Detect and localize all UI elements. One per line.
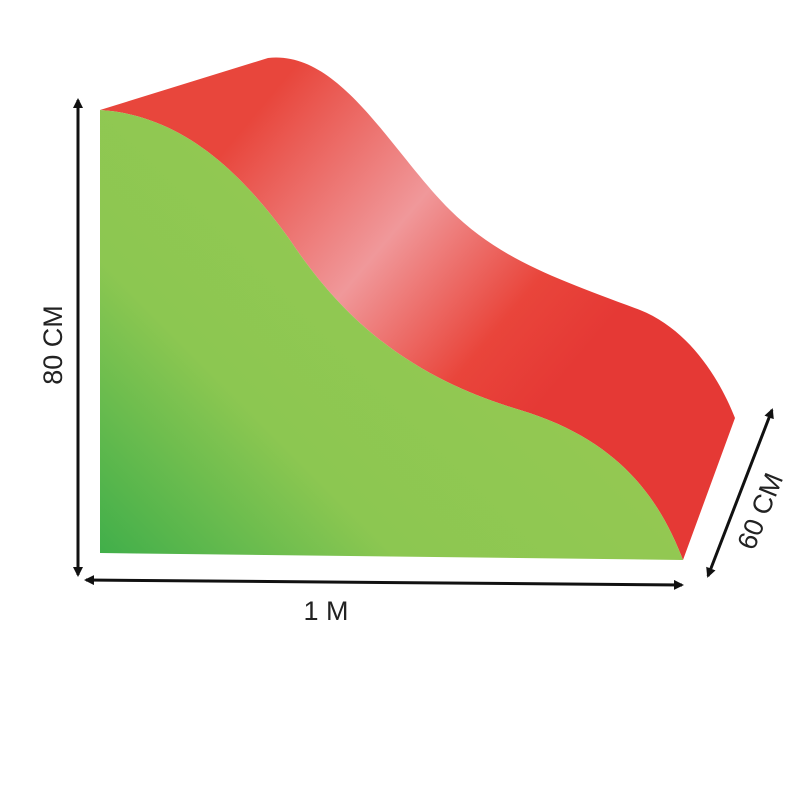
depth-label: 60 CM: [731, 469, 789, 554]
front-face: [100, 110, 683, 560]
top-face: [100, 57, 735, 561]
depth-arrow: [706, 408, 774, 578]
width-arrow: [84, 575, 684, 590]
width-label: 1 M: [303, 596, 348, 626]
height-label: 80 CM: [38, 305, 68, 385]
